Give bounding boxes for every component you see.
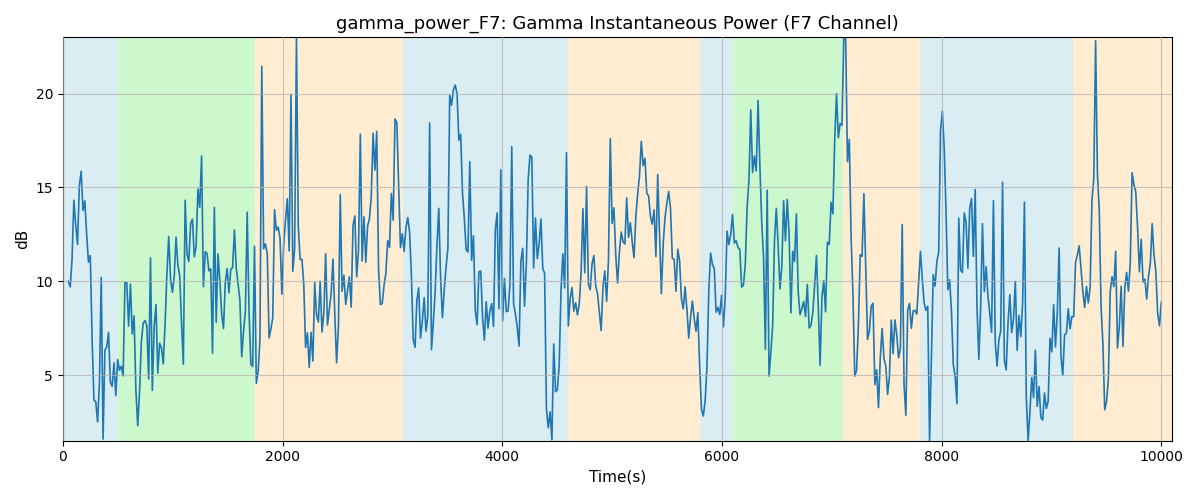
Bar [568,38,700,440]
Title: gamma_power_F7: Gamma Instantaneous Power (F7 Channel): gamma_power_F7: Gamma Instantaneous Powe… [336,15,899,34]
Y-axis label: dB: dB [16,229,30,249]
Bar [1074,38,1183,440]
Bar [919,38,1074,440]
Bar [62,38,118,440]
Bar [842,38,919,440]
Bar [403,38,568,440]
Bar [733,38,842,440]
Bar [700,38,733,440]
X-axis label: Time(s): Time(s) [589,470,647,485]
Bar [256,38,403,440]
Bar [118,38,256,440]
